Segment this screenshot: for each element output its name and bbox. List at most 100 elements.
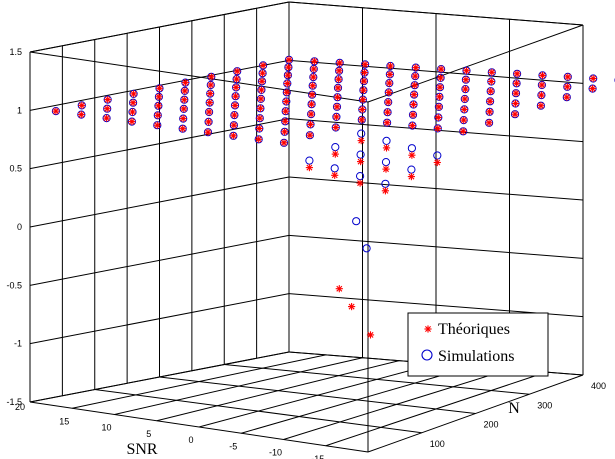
y-tick-label: 200 xyxy=(484,420,499,430)
theoretical-point xyxy=(154,92,164,101)
theoretical-point xyxy=(434,102,444,112)
theoretical-point xyxy=(229,121,239,130)
theoretical-point xyxy=(231,92,240,101)
theoretical-point xyxy=(484,118,494,127)
theoretical-point xyxy=(331,149,340,159)
theoretical-point xyxy=(283,79,292,88)
theoretical-point xyxy=(230,110,239,120)
theoretical-point xyxy=(51,106,61,116)
theoretical-point xyxy=(129,89,138,99)
theoretical-point xyxy=(385,70,395,79)
theoretical-point xyxy=(335,284,344,293)
simulation-point xyxy=(407,144,416,153)
simulation-point xyxy=(381,179,390,188)
theoretical-point xyxy=(335,58,344,68)
theoretical-point xyxy=(434,113,443,122)
box-edge xyxy=(29,401,369,453)
theoretical-point xyxy=(179,114,188,123)
theoretical-point xyxy=(307,100,316,109)
z-tick-label: 1.5 xyxy=(9,47,22,57)
theoretical-point xyxy=(359,76,369,86)
theoretical-point xyxy=(128,107,137,117)
theoretical-point xyxy=(366,330,375,340)
theoretical-point xyxy=(257,85,266,95)
theoretical-point xyxy=(306,109,316,119)
theoretical-point xyxy=(562,93,571,102)
theoretical-point xyxy=(153,121,162,130)
theoretical-point xyxy=(180,86,189,96)
theoretical-point xyxy=(460,94,469,104)
data-points xyxy=(51,55,615,340)
theoretical-point xyxy=(203,128,213,137)
theoretical-point xyxy=(536,101,546,110)
theoretical-point xyxy=(180,95,189,104)
theoretical-point xyxy=(589,74,598,83)
simulation-point xyxy=(305,156,314,165)
theoretical-point xyxy=(382,118,392,127)
theoretical-point xyxy=(258,69,267,78)
x-tick-label: 10 xyxy=(101,423,111,433)
theoretical-point xyxy=(283,71,293,80)
theoretical-point xyxy=(305,163,314,172)
x-tick-label: 0 xyxy=(188,435,193,445)
x-tick-label: 15 xyxy=(59,416,69,426)
floor-grid-line xyxy=(94,389,422,434)
z-tick-label: -1 xyxy=(14,339,22,349)
theoretical-point xyxy=(359,86,368,95)
theoretical-point xyxy=(230,101,240,110)
theoretical-point xyxy=(383,108,392,117)
theoretical-point xyxy=(410,81,419,90)
theoretical-point xyxy=(384,88,393,97)
theoretical-point xyxy=(358,105,367,114)
theoretical-point xyxy=(102,113,111,123)
floor-grid-line xyxy=(224,364,530,395)
theoretical-point xyxy=(511,89,521,98)
y-axis-label: N xyxy=(508,400,520,417)
theoretical-point xyxy=(331,123,340,132)
theoretical-point xyxy=(460,105,469,114)
x-tick-label: 20 xyxy=(15,402,25,412)
simulation-point xyxy=(382,136,391,145)
legend-box xyxy=(407,312,549,377)
theoretical-point xyxy=(537,90,546,100)
theoretical-point xyxy=(436,64,446,74)
simulation-point xyxy=(407,165,416,174)
theoretical-point xyxy=(563,72,572,82)
theoretical-point xyxy=(255,114,264,123)
theoretical-point xyxy=(435,92,444,101)
theoretical-point xyxy=(179,104,188,114)
theoretical-point xyxy=(411,71,420,81)
theoretical-point xyxy=(332,112,341,122)
theoretical-point xyxy=(537,80,547,90)
y-tick-label: 100 xyxy=(430,439,445,449)
z-tick-label: 1 xyxy=(17,105,22,115)
legend-label-theoriques: Théoriques xyxy=(438,321,510,338)
theoretical-point xyxy=(381,164,391,174)
x-tick-label: -10 xyxy=(269,448,282,458)
theoretical-point xyxy=(459,115,468,125)
theoretical-point xyxy=(233,67,242,76)
theoretical-point xyxy=(461,84,470,94)
theoretical-point xyxy=(305,131,315,140)
simulation-point xyxy=(352,217,361,226)
theoretical-point xyxy=(181,78,190,87)
box-edge xyxy=(288,1,584,26)
theoretical-point xyxy=(563,82,572,91)
theoretical-point xyxy=(306,120,315,129)
x-tick-label: -5 xyxy=(229,441,237,451)
theoretical-point xyxy=(512,69,522,78)
legend-label-simulations: Simulations xyxy=(438,348,514,365)
theoretical-point xyxy=(462,66,471,75)
legend-marker-simulations xyxy=(421,349,433,361)
theoretical-point xyxy=(103,95,112,104)
theoretical-point xyxy=(282,97,291,106)
theoretical-point xyxy=(538,71,547,80)
theoretical-point xyxy=(355,178,365,188)
theoretical-point xyxy=(206,80,215,90)
theoretical-point xyxy=(257,77,267,86)
simulation-point xyxy=(357,129,366,138)
simulation-point xyxy=(330,164,339,173)
theoretical-point xyxy=(486,87,495,96)
theoretical-point xyxy=(204,117,213,127)
legend-marker-theoriques xyxy=(423,324,433,334)
